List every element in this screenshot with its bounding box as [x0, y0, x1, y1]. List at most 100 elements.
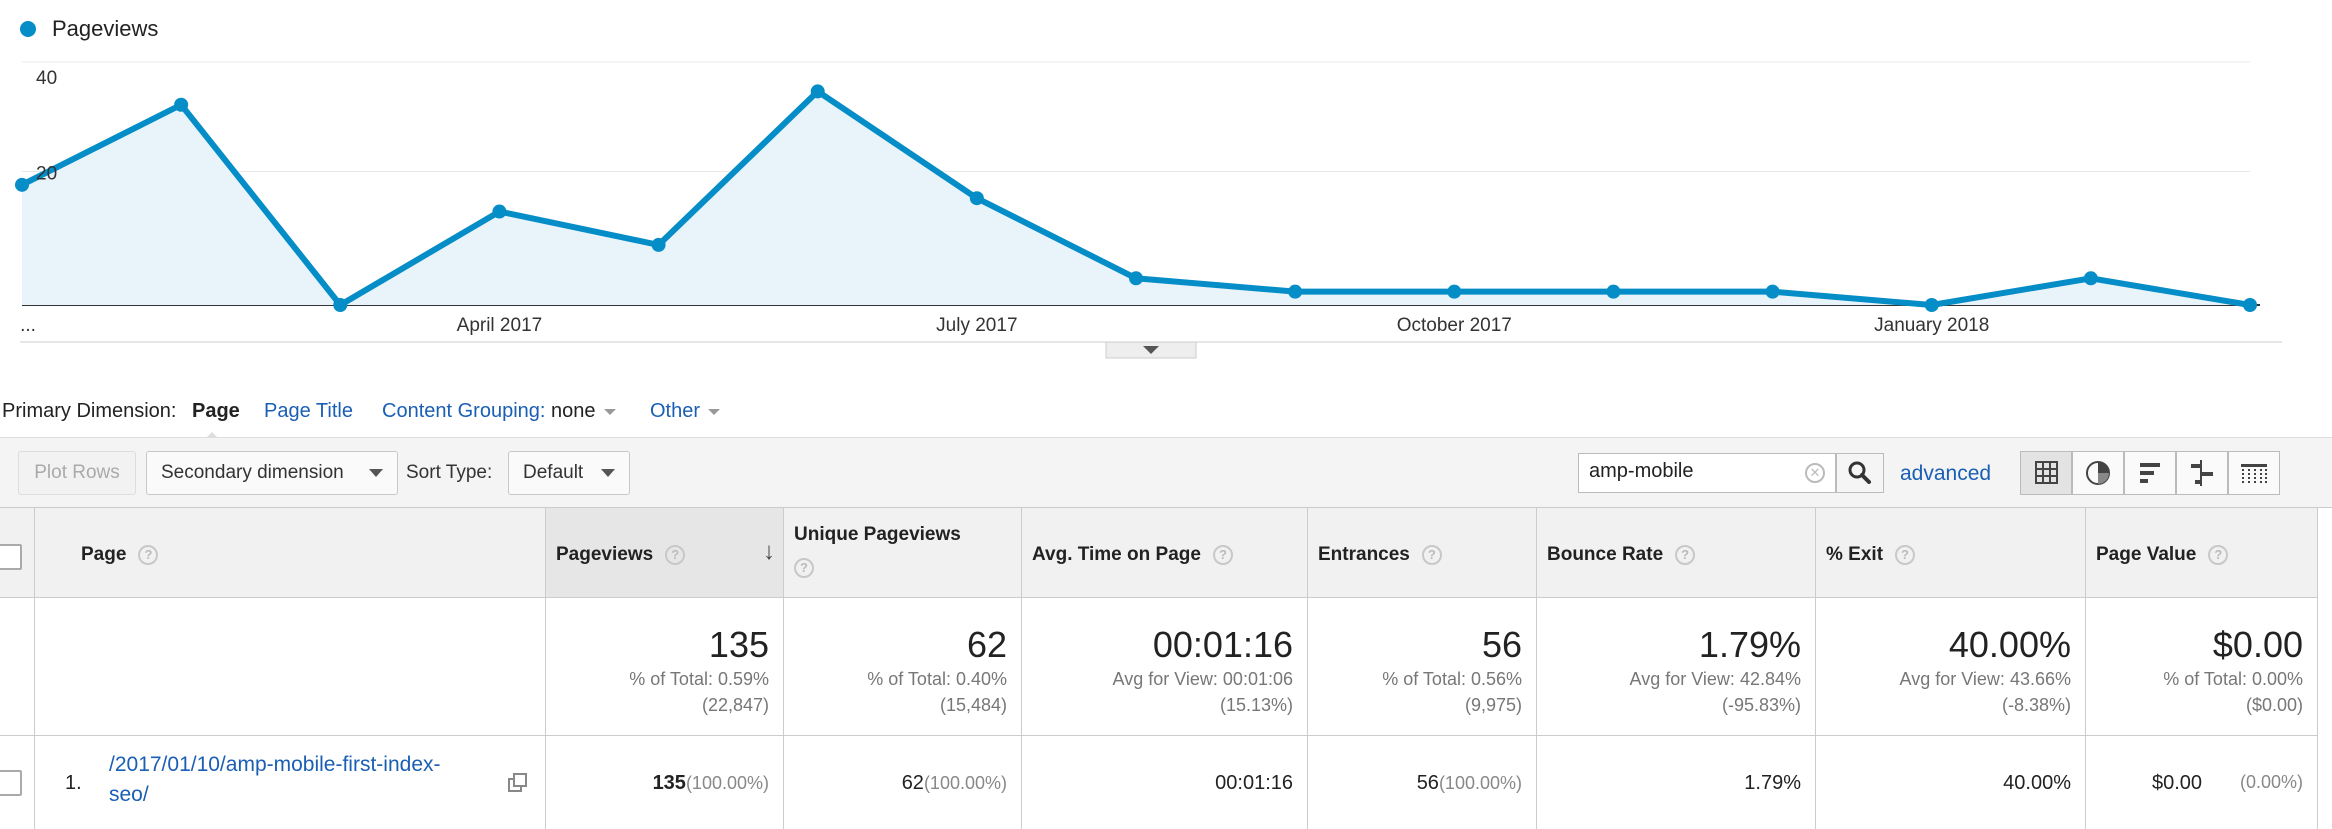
advanced-filter-link[interactable]: advanced	[1900, 462, 1992, 485]
sort-type-select[interactable]: Default	[508, 451, 630, 495]
help-icon[interactable]: ?	[138, 544, 159, 565]
y-tick-label: 40	[36, 68, 57, 89]
data-point[interactable]	[1447, 284, 1462, 299]
help-icon[interactable]: ?	[1675, 544, 1696, 565]
header-unique-pageviews[interactable]: Unique Pageviews ?	[784, 508, 1022, 598]
totals-entrances-value: 56	[1481, 624, 1522, 665]
totals-bounce-rate: 1.79% Avg for View: 42.84% (-95.83%)	[1537, 598, 1816, 736]
clear-search-icon[interactable]: ✕	[1805, 463, 1825, 483]
help-icon[interactable]: ?	[1212, 544, 1233, 565]
sort-descending-icon: ↓	[763, 538, 775, 565]
content-grouping-dropdown[interactable]: Content Grouping: none	[382, 400, 616, 423]
sort-type-value: Default	[523, 462, 584, 483]
data-point[interactable]	[2083, 271, 2098, 286]
secondary-dimension-select[interactable]: Secondary dimension	[146, 451, 398, 495]
data-point[interactable]	[492, 204, 507, 219]
row-page-link[interactable]: /2017/01/10/amp-mobile-first-index- seo/	[109, 750, 441, 810]
bar-view-icon	[2140, 463, 2160, 483]
row-entrances-pct: (100.00%)	[1438, 773, 1522, 793]
data-point[interactable]	[15, 177, 29, 192]
data-point[interactable]	[1129, 271, 1143, 286]
header-entrances-label: Entrances	[1318, 544, 1410, 565]
row-pageviews-pct: (100.00%)	[685, 773, 769, 793]
header-page[interactable]: Page?	[35, 508, 546, 598]
bar-view-button[interactable]	[2124, 451, 2176, 495]
totals-avg-time: 00:01:16 Avg for View: 00:01:06 (15.13%)	[1022, 598, 1308, 736]
help-icon[interactable]: ?	[1421, 544, 1442, 565]
header-exit[interactable]: % Exit?	[1816, 508, 2086, 598]
data-point[interactable]	[1288, 284, 1303, 299]
dimension-page-title-link[interactable]: Page Title	[264, 400, 353, 422]
data-point[interactable]	[1924, 298, 1939, 312]
row-unique-value: 62	[901, 772, 924, 794]
row-entrances: 56(100.00%)	[1308, 736, 1537, 829]
x-tick-label: July 2017	[936, 315, 1017, 336]
comparison-view-icon	[2191, 460, 2213, 486]
open-link-icon[interactable]	[507, 772, 529, 794]
row-pageviews-value: 135	[652, 772, 686, 794]
header-bounce-label: Bounce Rate	[1547, 544, 1664, 565]
row-page-line2: seo/	[109, 783, 149, 806]
table-view-button[interactable]	[2020, 451, 2072, 495]
header-entrances[interactable]: Entrances?	[1308, 508, 1537, 598]
totals-unique-pct: % of Total: 0.40%	[867, 669, 1007, 689]
x-tick-label: October 2017	[1397, 315, 1512, 336]
totals-page-value: $0.00 % of Total: 0.00% ($0.00)	[2086, 598, 2318, 736]
data-point[interactable]	[651, 237, 666, 252]
data-point[interactable]	[969, 191, 984, 206]
x-tick-label: April 2017	[457, 315, 543, 336]
header-pageviews-label: Pageviews	[556, 544, 654, 565]
data-point[interactable]	[1765, 284, 1780, 299]
totals-unique-overall: (15,484)	[939, 695, 1007, 715]
header-page-value-label: Page Value	[2096, 544, 2197, 565]
data-point[interactable]	[810, 84, 825, 99]
data-point[interactable]	[333, 298, 348, 312]
totals-entrances-pct: % of Total: 0.56%	[1382, 669, 1522, 689]
totals-select-cell	[0, 598, 35, 736]
legend-dot-icon	[20, 21, 36, 37]
other-dimension-dropdown[interactable]: Other	[650, 400, 721, 423]
select-all-checkbox[interactable]	[0, 544, 22, 570]
totals-exit: 40.00% Avg for View: 43.66% (-8.38%)	[1816, 598, 2086, 736]
other-dimension-label: Other	[650, 400, 701, 422]
data-point[interactable]	[1606, 284, 1621, 299]
comparison-view-button[interactable]	[2176, 451, 2228, 495]
totals-entrances-overall: (9,975)	[1464, 695, 1522, 715]
plot-rows-button[interactable]: Plot Rows	[18, 451, 136, 495]
totals-bounce-view: Avg for View: 42.84%	[1629, 669, 1801, 689]
search-button[interactable]	[1836, 453, 1884, 493]
help-icon[interactable]: ?	[794, 558, 814, 578]
pageviews-chart: Pageviews 40 20 ... April 2017 July 2017 Oct…	[0, 0, 2332, 365]
chevron-down-icon	[1143, 346, 1159, 354]
totals-pageviews: 135 % of Total: 0.59% (22,847)	[546, 598, 784, 736]
pie-view-button[interactable]	[2072, 451, 2124, 495]
header-bounce-rate[interactable]: Bounce Rate?	[1537, 508, 1816, 598]
chevron-down-icon	[708, 408, 721, 415]
legend-label: Pageviews	[52, 16, 159, 41]
help-icon[interactable]: ?	[665, 544, 686, 565]
help-icon[interactable]: ?	[2208, 544, 2229, 565]
pivot-view-button[interactable]	[2228, 451, 2280, 495]
dimension-page-active[interactable]: Page	[192, 400, 240, 422]
header-avg-time-on-page[interactable]: Avg. Time on Page?	[1022, 508, 1308, 598]
totals-page-value-value: $0.00	[2212, 624, 2303, 665]
row-exit-value: 40.00%	[2003, 772, 2071, 794]
header-exit-label: % Exit	[1826, 544, 1884, 565]
table-view-icon	[2035, 461, 2058, 484]
totals-avg-time-value: 00:01:16	[1152, 624, 1293, 665]
header-pageviews[interactable]: Pageviews? ↓	[546, 508, 784, 598]
row-page-value-value: $0.00	[2152, 772, 2203, 794]
help-icon[interactable]: ?	[1895, 544, 1916, 565]
table-search-input[interactable]: amp-mobile ✕	[1578, 453, 1836, 493]
totals-unique-pageviews: 62 % of Total: 0.40% (15,484)	[784, 598, 1022, 736]
content-grouping-value: none	[551, 400, 596, 422]
totals-pageviews-pct: % of Total: 0.59%	[629, 669, 769, 689]
content-grouping-label: Content Grouping:	[382, 400, 546, 422]
data-point[interactable]	[2243, 298, 2257, 312]
header-page-label: Page	[81, 544, 127, 565]
row-checkbox[interactable]	[0, 770, 22, 796]
data-point[interactable]	[174, 97, 189, 112]
primary-dimension-bar: Primary Dimension: Page Page Title Conte…	[0, 396, 2332, 440]
header-page-value[interactable]: Page Value?	[2086, 508, 2318, 598]
y-tick-label: 20	[36, 164, 57, 185]
